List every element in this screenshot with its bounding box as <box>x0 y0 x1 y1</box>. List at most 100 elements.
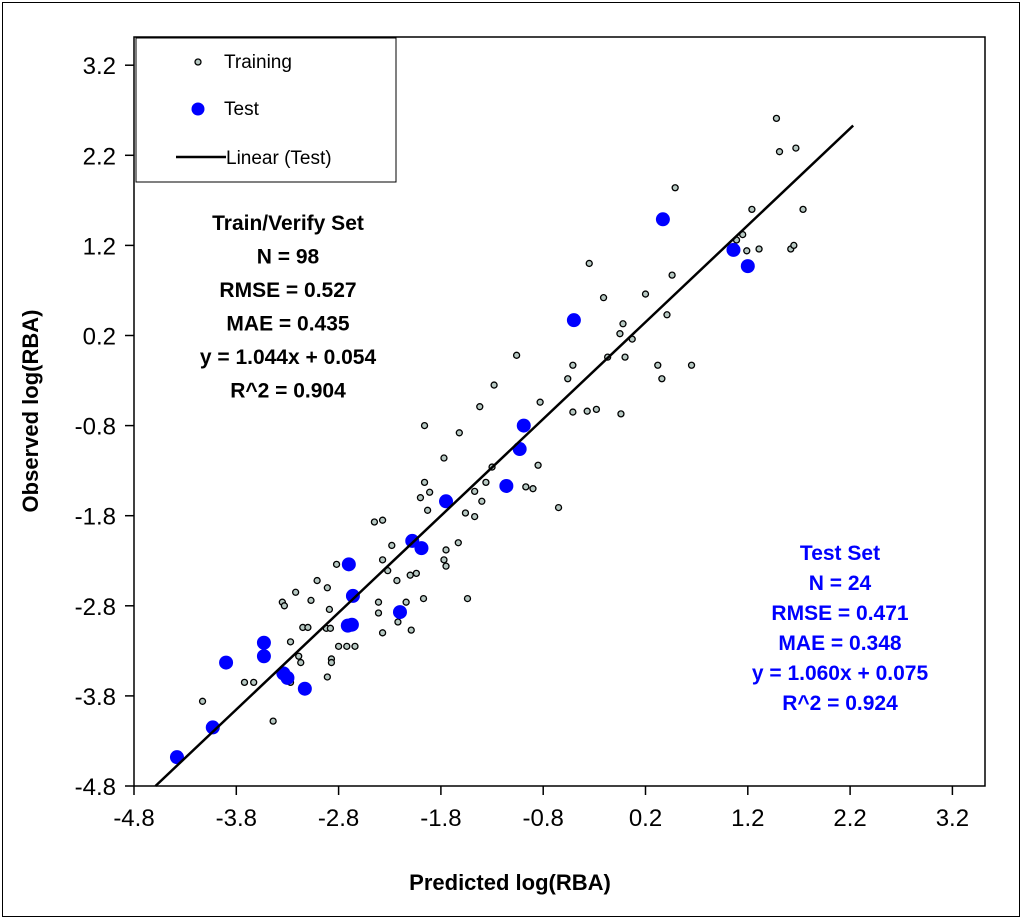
training-point <box>478 497 486 505</box>
training-point <box>323 584 331 592</box>
training-point <box>412 569 420 578</box>
training-point <box>420 421 429 430</box>
training-point <box>668 271 676 279</box>
training-point <box>378 556 387 564</box>
training-point <box>269 717 277 725</box>
training-point <box>198 697 207 705</box>
x-tick-label: -3.8 <box>216 805 257 832</box>
training-point <box>663 311 671 319</box>
training-point <box>280 602 289 610</box>
training-point <box>374 609 383 617</box>
test-point <box>414 541 429 556</box>
training-point <box>554 503 563 512</box>
test-point <box>516 418 531 433</box>
test-stats-annotation: Test Set N = 24 RMSE = 0.471 MAE = 0.348 y =… <box>752 542 929 715</box>
training-point <box>471 512 479 521</box>
test-stat-line: Test Set <box>800 542 880 565</box>
training-point <box>419 594 428 603</box>
training-point <box>534 461 542 469</box>
training-point <box>455 429 463 437</box>
training-point <box>748 205 756 214</box>
train-stat-line: R^2 = 0.904 <box>230 380 346 403</box>
test-point <box>256 649 271 664</box>
training-point <box>461 509 470 517</box>
training-point <box>658 375 666 383</box>
training-point <box>307 596 315 605</box>
training-point <box>454 539 462 547</box>
training-point <box>583 407 591 415</box>
train-stat-line: MAE = 0.435 <box>226 313 349 336</box>
x-tick-label: 0.2 <box>629 805 662 832</box>
legend-training-marker <box>194 58 202 66</box>
training-point <box>490 381 498 389</box>
test-stat-line: y = 1.060x + 0.075 <box>752 662 929 685</box>
training-point <box>775 148 784 156</box>
train-stat-line: y = 1.044x + 0.054 <box>200 346 377 369</box>
training-point <box>388 541 396 550</box>
training-point <box>512 351 521 359</box>
training-point <box>327 658 336 667</box>
training-point <box>671 184 679 192</box>
linear-fit-line <box>154 124 855 787</box>
training-point <box>621 353 629 361</box>
training-point <box>304 623 312 632</box>
training-point <box>286 638 295 646</box>
test-point <box>345 588 360 603</box>
training-point <box>536 398 544 406</box>
test-point <box>655 212 670 227</box>
training-point <box>420 478 429 487</box>
training-point <box>616 330 624 338</box>
test-point <box>726 242 741 257</box>
y-axis-label: Observed log(RBA) <box>18 310 43 513</box>
y-tick-label: -3.8 <box>75 684 116 711</box>
training-point <box>440 454 448 462</box>
training-point <box>323 673 331 681</box>
y-tick-label: 0.2 <box>83 324 116 351</box>
legend-test-marker <box>191 102 205 116</box>
test-point <box>341 557 356 572</box>
training-point <box>564 375 572 383</box>
training-point <box>313 576 321 585</box>
training-point <box>343 642 351 650</box>
training-point <box>641 290 650 298</box>
training-point <box>617 410 625 418</box>
y-tick-label: 2.2 <box>83 143 116 170</box>
training-point <box>374 598 383 606</box>
training-point <box>790 241 798 250</box>
training-point <box>592 405 601 414</box>
training-point <box>687 361 696 369</box>
training-point <box>792 144 800 152</box>
training-point <box>463 594 472 603</box>
y-tick-label: -4.8 <box>75 774 116 801</box>
training-point <box>394 618 402 626</box>
legend: Training Test Linear (Test) <box>135 37 397 183</box>
training-point <box>378 516 387 524</box>
training-point <box>799 205 807 214</box>
x-tick-label: 2.2 <box>833 805 866 832</box>
training-point <box>442 546 450 554</box>
training-point <box>522 483 530 491</box>
training-point <box>569 408 577 416</box>
training-point <box>476 403 484 411</box>
test-point <box>280 670 295 685</box>
training-point <box>295 652 303 660</box>
training-point <box>250 678 258 687</box>
test-stat-line: RMSE = 0.471 <box>771 602 908 625</box>
training-point <box>585 259 593 268</box>
train-stat-line: RMSE = 0.527 <box>219 279 356 302</box>
y-tick-label: -2.8 <box>75 594 116 621</box>
x-tick-label: -2.8 <box>318 805 359 832</box>
training-point <box>755 245 763 253</box>
training-point <box>240 678 249 687</box>
test-point <box>439 494 454 509</box>
x-tick-label: -1.8 <box>420 805 461 832</box>
test-point <box>512 442 527 457</box>
y-tick-label: 3.2 <box>83 53 116 80</box>
training-point <box>326 624 335 632</box>
test-point <box>566 313 581 328</box>
legend-test-label: Test <box>224 99 260 120</box>
train-stats-annotation: Train/Verify Set N = 98 RMSE = 0.527 MAE = … <box>200 212 377 403</box>
training-point <box>654 361 662 369</box>
training-point <box>393 576 401 585</box>
